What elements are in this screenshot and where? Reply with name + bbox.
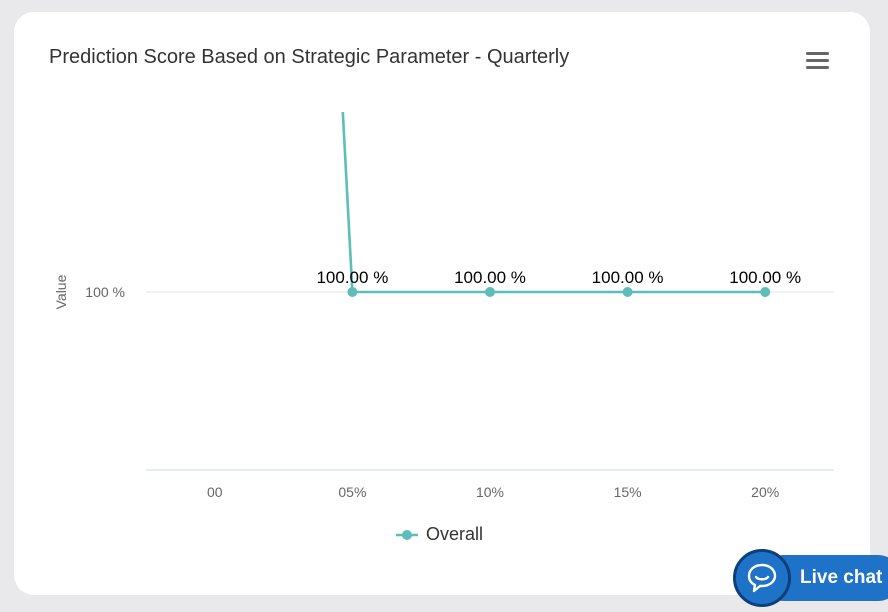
hamburger-icon[interactable] <box>806 52 830 72</box>
series-line-overall <box>341 111 766 294</box>
x-tick-label: 10% <box>476 484 504 500</box>
data-point <box>485 287 495 297</box>
y-tick-label: 100 % <box>85 284 125 300</box>
data-label: 100.00 % <box>592 268 664 287</box>
live-chat-label: Live chat <box>800 567 883 588</box>
legend-marker-icon <box>396 529 418 540</box>
x-tick-label: 00 <box>207 484 223 500</box>
y-axis-title: Value <box>53 274 69 309</box>
chart-title: Prediction Score Based on Strategic Para… <box>49 46 570 68</box>
data-label: 100.00 % <box>316 268 388 287</box>
legend-label: Overall <box>426 524 484 544</box>
data-point <box>622 287 633 297</box>
data-label: 100.00 % <box>729 268 801 287</box>
legend-item-overall[interactable]: Overall <box>396 524 483 545</box>
x-tick-label: 15% <box>614 484 642 500</box>
live-chat-button[interactable]: Live chat <box>733 549 888 609</box>
data-point <box>760 287 771 297</box>
chart-card: Prediction Score Based on Strategic Para… <box>14 12 870 595</box>
data-label: 100.00 % <box>454 268 526 287</box>
x-tick-label: 20% <box>751 484 779 500</box>
data-point <box>347 287 358 297</box>
chat-bubble-icon <box>733 549 791 607</box>
x-tick-label: 05% <box>338 484 366 500</box>
